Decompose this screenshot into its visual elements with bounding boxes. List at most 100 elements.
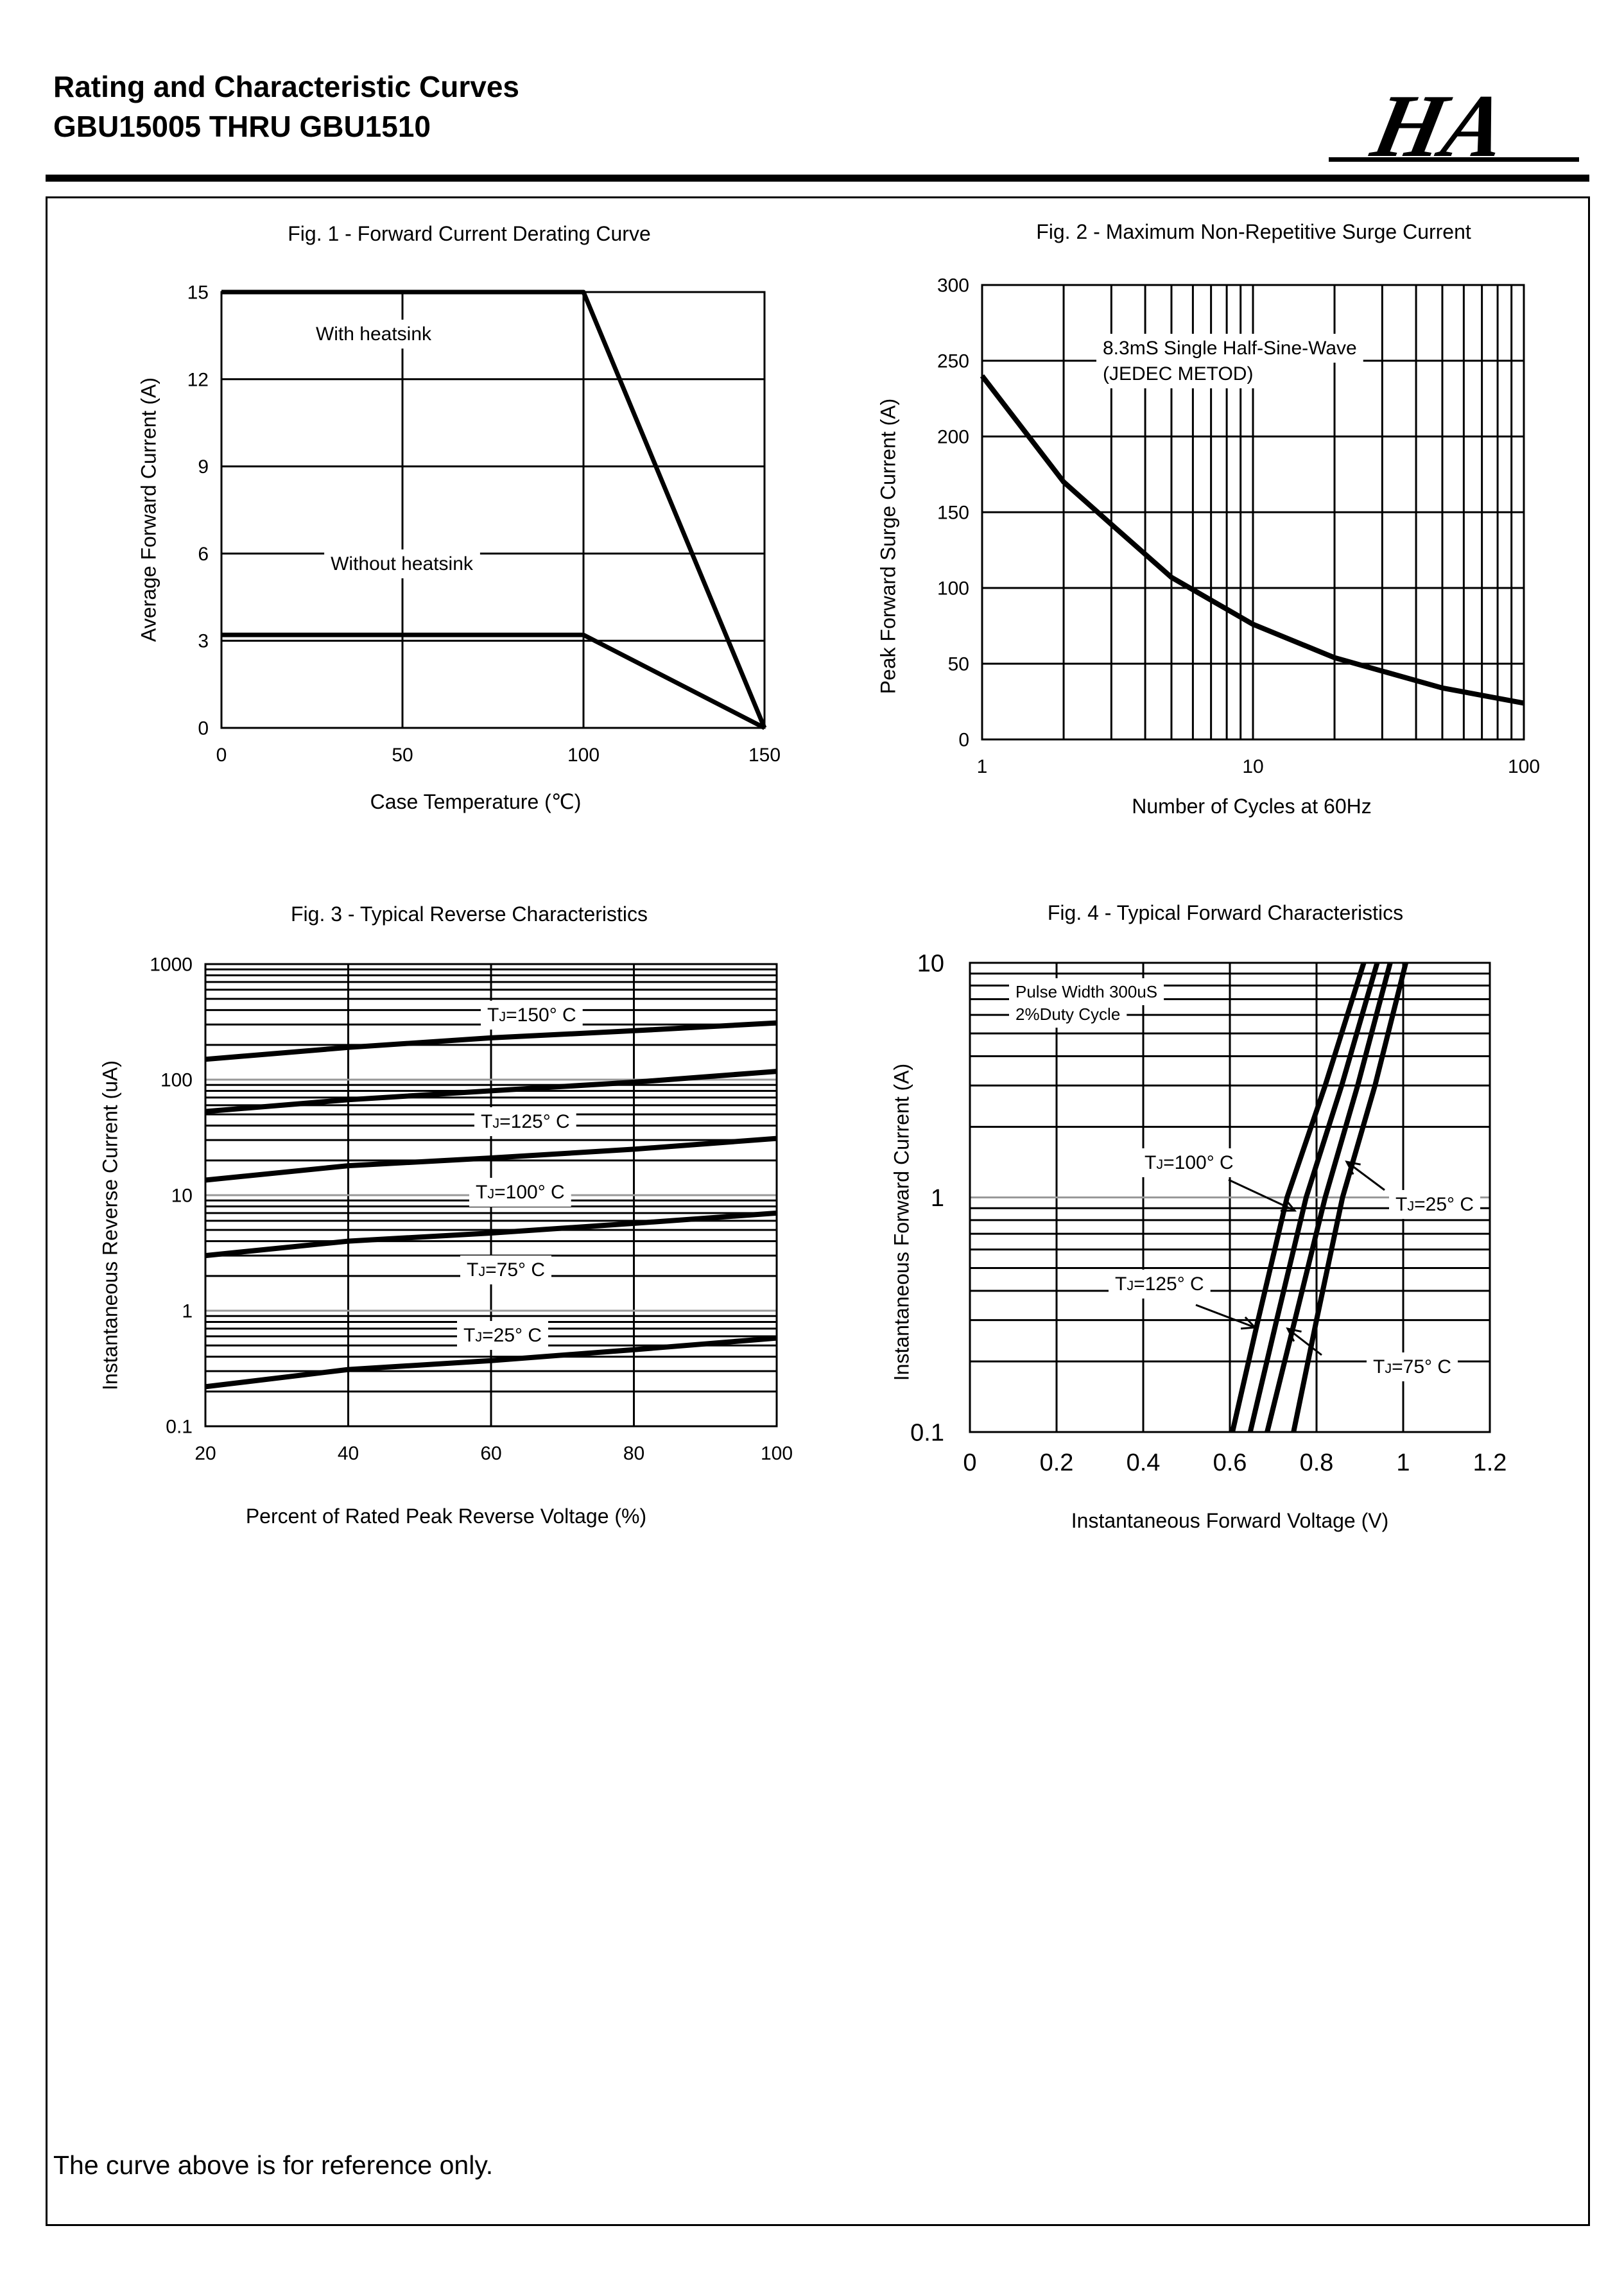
fig3-series-line	[205, 1069, 777, 1114]
fig4-xtick: 1	[1396, 1449, 1410, 1476]
fig4-title: Fig. 4 - Typical Forward Characteristics	[1047, 901, 1404, 924]
fig2-ytick: 200	[937, 427, 969, 448]
fig4-arrowhead-icon	[1286, 1327, 1302, 1342]
fig4-series-line	[1265, 962, 1393, 1433]
fig3-series-label-background	[474, 1107, 576, 1136]
fig4-xtick: 0	[963, 1449, 976, 1476]
fig3-plot-border	[204, 963, 778, 1428]
fig4-series-label: TJ=125° C	[1115, 1273, 1204, 1295]
fig2-ytick: 150	[937, 503, 969, 524]
fig4-xtick: 0.4	[1127, 1449, 1161, 1476]
fig4-arrowhead-icon	[1240, 1316, 1257, 1330]
fig3-title: Fig. 3 - Typical Reverse Characteristics	[290, 902, 648, 926]
fig1-chart: 0 50 100 150 0 3 6 9 12 15 With heatsink Without he…	[187, 282, 781, 766]
fig1-plot-border	[220, 291, 766, 729]
fig4-arrow	[1228, 1178, 1295, 1212]
fig3-series-label-background	[457, 1321, 549, 1350]
fig4-series-label: TJ=75° C	[1373, 1356, 1451, 1377]
fig3-series-label: TJ=75° C	[467, 1259, 545, 1281]
fig2-ytick: 0	[958, 730, 969, 751]
fig2-ytick: 250	[937, 351, 969, 372]
fig3-series-label-background	[469, 1178, 571, 1207]
fig2-annotation: (JEDEC METOD)	[1103, 363, 1253, 384]
fig1-title: Fig. 1 - Forward Current Derating Curve	[288, 222, 651, 245]
fig2-chart: 1 10 100 0 50 100 150 200 250 300 8.3mS Single Hal…	[937, 275, 1540, 778]
fig1-xlabel: Case Temperature (℃)	[370, 790, 582, 813]
fig4-series-label: TJ=100° C	[1145, 1152, 1234, 1173]
fig1-ytick: 15	[187, 282, 209, 304]
fig3-series-line	[205, 1020, 777, 1062]
fig3-series-label: TJ=100° C	[476, 1182, 565, 1203]
fig4-chart: 0 0.2 0.4 0.6 0.8 1 1.2 0.1 1 10 Pulse Width 300uS…	[910, 950, 1507, 1476]
fig4-arrow	[1287, 1327, 1322, 1356]
fig4-ytick: 10	[917, 950, 944, 977]
fig4-series-line	[1247, 962, 1380, 1433]
fig3-ytick: 10	[171, 1186, 193, 1207]
fig3-ytick: 1000	[150, 954, 193, 976]
logo-underline	[1329, 157, 1579, 162]
fig4-annotation: 2%Duty Cycle	[1015, 1005, 1120, 1024]
fig1-ytick: 6	[198, 544, 209, 565]
page-title: Rating and Characteristic Curves	[53, 70, 520, 103]
fig4-annotation: Pulse Width 300uS	[1015, 982, 1157, 1001]
fig2-plot-border	[981, 284, 1525, 741]
fig3-series-label-background	[460, 1256, 552, 1284]
fig4-arrowhead-icon	[1345, 1160, 1361, 1175]
fig3-chart: 20 40 60 80 100 0.1 1 10 100 1000 TJ=150° C TJ=125°…	[150, 954, 793, 1465]
fig3-series-line	[205, 1135, 777, 1183]
fig1-annotation: Without heatsink	[331, 553, 474, 574]
fig4-plot-border	[969, 962, 1491, 1433]
fig3-xtick: 60	[480, 1443, 501, 1464]
fig4-series-label-background	[1389, 1190, 1481, 1219]
fig2-ytick: 300	[937, 275, 969, 297]
fig4-ytick: 1	[931, 1185, 944, 1212]
fig3-xtick: 80	[623, 1443, 644, 1464]
fig3-series-line	[205, 1210, 777, 1259]
fig4-annotation-background	[1009, 1001, 1127, 1028]
fig4-series-line	[1230, 962, 1367, 1433]
fig1-ytick: 9	[198, 456, 209, 478]
fig1-xtick: 0	[216, 745, 227, 766]
fig2-annotation: 8.3mS Single Half-Sine-Wave	[1103, 338, 1357, 359]
fig4-xlabel: Instantaneous Forward Voltage (V)	[1071, 1509, 1389, 1532]
fig3-ytick: 0.1	[166, 1417, 193, 1438]
fig1-ytick: 3	[198, 631, 209, 652]
fig1-series-line	[221, 632, 766, 730]
fig4-series-label-background	[1138, 1148, 1240, 1177]
content-frame	[46, 196, 1590, 2226]
fig1-xtick: 100	[567, 745, 600, 766]
fig4-xtick: 0.8	[1300, 1449, 1334, 1476]
fig4-series-line	[1291, 962, 1408, 1433]
fig1-xtick: 50	[392, 745, 413, 766]
header-divider	[46, 175, 1589, 182]
fig4-series-label-background	[1109, 1270, 1211, 1299]
fig4-ytick: 0.1	[910, 1419, 944, 1446]
fig1-annotation-background	[324, 549, 480, 578]
fig2-series-line	[980, 374, 1525, 706]
fig4-arrow	[1195, 1304, 1256, 1329]
fig4-xtick: 0.2	[1040, 1449, 1074, 1476]
fig3-ytick: 100	[160, 1070, 193, 1091]
fig3-series-label: TJ=125° C	[481, 1111, 570, 1132]
fig2-xtick: 100	[1508, 756, 1540, 777]
fig3-xtick: 100	[761, 1443, 793, 1464]
fig1-ytick: 12	[187, 369, 209, 390]
footer-note: The curve above is for reference only.	[53, 2150, 494, 2180]
fig3-series-label-background	[481, 1001, 583, 1030]
fig4-series-label-background	[1367, 1352, 1458, 1381]
fig4-xtick: 0.6	[1213, 1449, 1247, 1476]
fig3-xtick: 40	[338, 1443, 359, 1464]
fig3-xlabel: Percent of Rated Peak Reverse Voltage (%…	[245, 1505, 647, 1528]
page-subtitle: GBU15005 THRU GBU1510	[53, 110, 431, 143]
fig2-xtick: 1	[977, 756, 988, 777]
fig2-ytick: 50	[948, 654, 969, 675]
fig3-ytick: 1	[182, 1301, 193, 1322]
fig4-series-label: TJ=25° C	[1395, 1194, 1474, 1215]
fig2-xlabel: Number of Cycles at 60Hz	[1132, 795, 1372, 818]
fig4-arrow	[1346, 1161, 1385, 1191]
fig1-annotation: With heatsink	[316, 324, 432, 345]
fig1-xtick: 150	[748, 745, 781, 766]
fig2-annotation-background	[1096, 334, 1363, 363]
fig1-annotation-background	[309, 320, 439, 349]
